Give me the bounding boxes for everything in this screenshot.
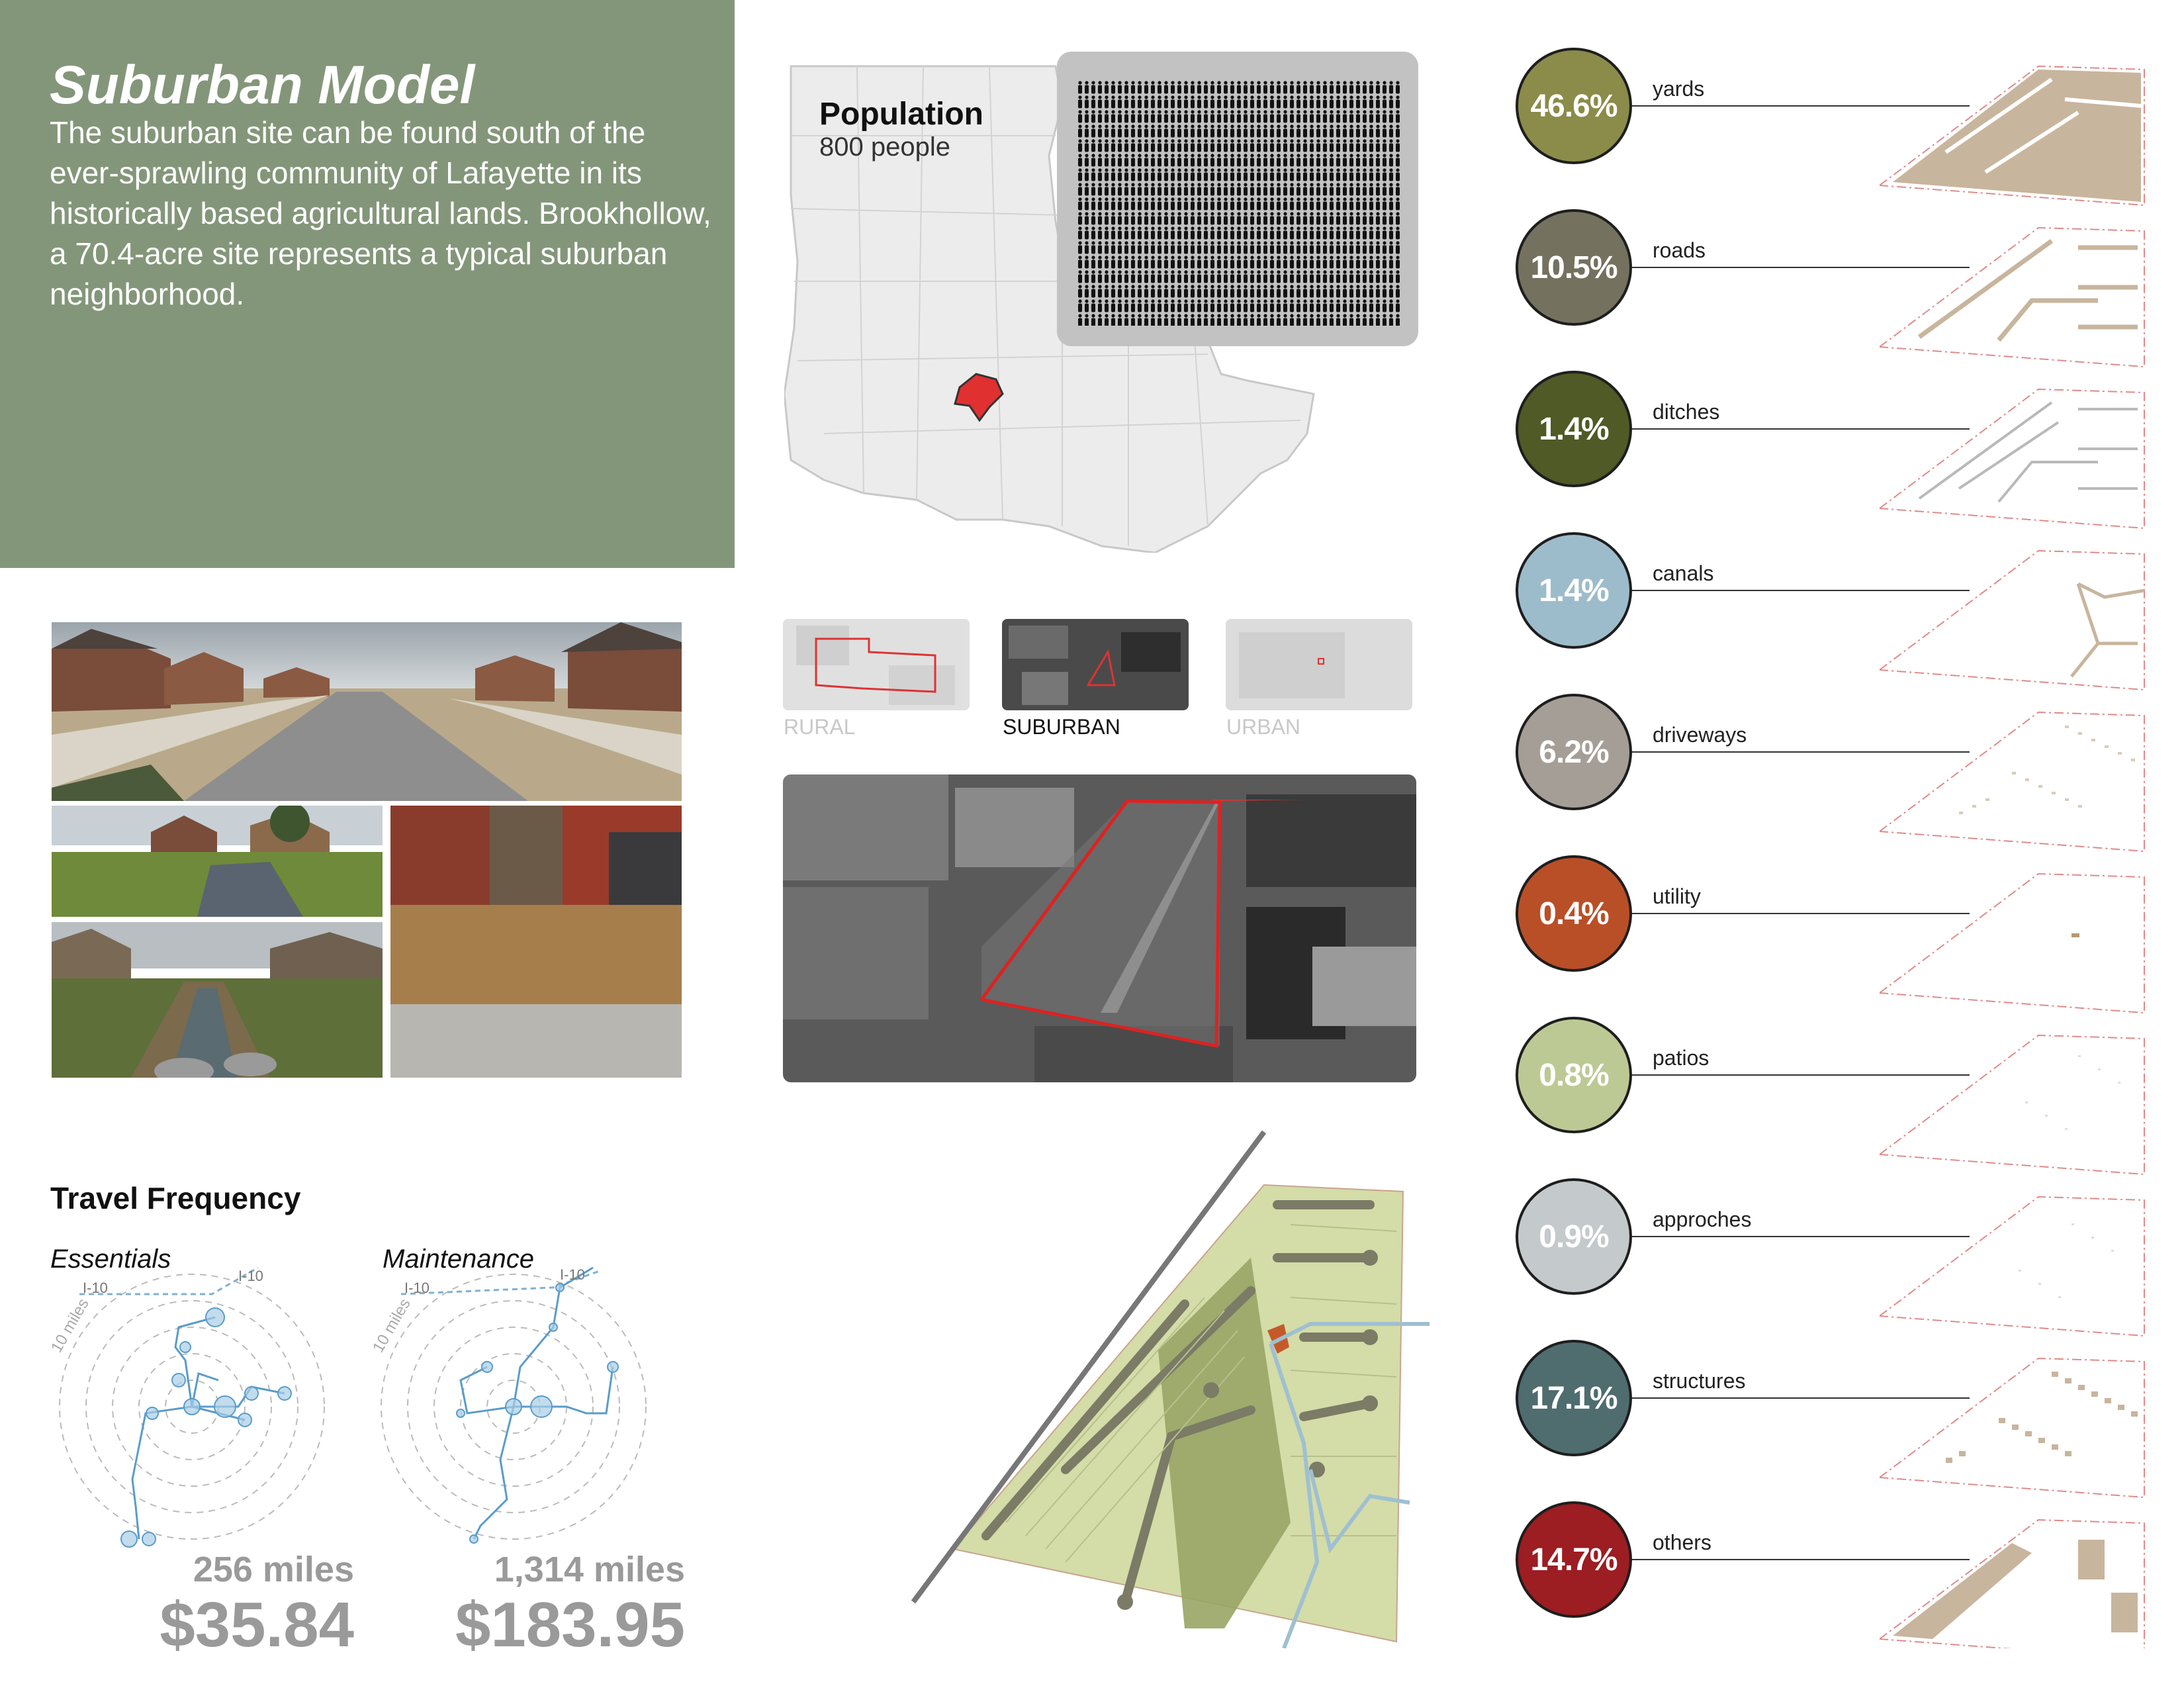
essentials-highway-label-2: I-10: [238, 1268, 263, 1284]
page-title: Suburban Model: [50, 55, 475, 115]
category-percent-circle: 0.4%: [1516, 855, 1632, 972]
maintenance-miles: 1,314 miles: [494, 1550, 685, 1589]
roads-thumbnail: [1880, 227, 2145, 367]
maintenance-label: Maintenance: [383, 1244, 535, 1274]
category-label: utility: [1653, 884, 1701, 908]
essentials-miles: 256 miles: [193, 1550, 354, 1589]
others-thumbnail: [1880, 1519, 2145, 1648]
driveways-thumbnail: [1880, 712, 2145, 852]
maintenance-cost: $183.95: [455, 1589, 685, 1660]
urban-label: URBAN: [1226, 715, 1301, 739]
suburban-label: SUBURBAN: [1003, 715, 1120, 739]
category-label: others: [1653, 1530, 1711, 1554]
category-label: yards: [1653, 77, 1705, 101]
category-leader-line: [1632, 1559, 1970, 1560]
category-percent-circle: 10.5%: [1516, 209, 1632, 326]
category-leader-line: [1632, 1397, 1970, 1399]
category-leader-line: [1632, 105, 1970, 107]
essentials-cost: $35.84: [159, 1589, 354, 1660]
maintenance-highway-label: I-10: [404, 1280, 430, 1296]
category-label: canals: [1653, 561, 1714, 585]
urban-thumbnail[interactable]: [1226, 619, 1412, 710]
essentials-radius-label: 10 miles: [48, 1295, 93, 1356]
essentials-label: Essentials: [50, 1244, 171, 1274]
maintenance-radius-label: 10 miles: [369, 1295, 414, 1356]
yards-thumbnail: [1880, 66, 2145, 206]
category-percent-circle: 1.4%: [1516, 532, 1632, 649]
travel-frequency-title: Travel Frequency: [50, 1181, 301, 1215]
approches-thumbnail: [1880, 1196, 2145, 1336]
category-percent-circle: 14.7%: [1516, 1501, 1632, 1618]
utility-thumbnail: [1880, 873, 2145, 1013]
category-label: roads: [1653, 238, 1706, 262]
category-percent-circle: 0.9%: [1516, 1178, 1632, 1295]
category-leader-line: [1632, 267, 1970, 268]
site-plan: [907, 1125, 1456, 1650]
essentials-radial-chart: I-10 I-10 10 miles: [46, 1261, 338, 1552]
category-percent-circle: 46.6%: [1516, 48, 1632, 164]
category-label: driveways: [1653, 723, 1747, 747]
header-panel: [0, 0, 735, 568]
louisiana-map: [783, 63, 1327, 554]
category-leader-line: [1632, 751, 1970, 753]
category-label: structures: [1653, 1369, 1746, 1393]
aerial-site-photo: [783, 774, 1416, 1082]
canals-thumbnail: [1880, 550, 2145, 690]
ditches-thumbnail: [1880, 389, 2145, 529]
category-label: ditches: [1653, 400, 1720, 424]
patios-thumbnail: [1880, 1035, 2145, 1175]
category-percent-circle: 1.4%: [1516, 371, 1632, 487]
category-leader-line: [1632, 590, 1970, 591]
structures-thumbnail: [1880, 1358, 2145, 1498]
category-percent-circle: 0.8%: [1516, 1017, 1632, 1133]
maintenance-radial-chart: I-10 I-10 10 miles: [368, 1261, 659, 1552]
category-label: approches: [1653, 1207, 1752, 1231]
category-percent-circle: 17.1%: [1516, 1340, 1632, 1456]
category-leader-line: [1632, 428, 1970, 430]
ditch-photo-2: [52, 922, 383, 1078]
rural-label: RURAL: [784, 715, 856, 739]
suburban-thumbnail[interactable]: [1002, 619, 1189, 710]
category-leader-line: [1632, 1074, 1970, 1076]
rural-thumbnail[interactable]: [783, 619, 970, 710]
street-photo: [52, 622, 682, 801]
category-label: patios: [1653, 1046, 1709, 1070]
population-count: 800 people: [819, 132, 950, 162]
yard-photo: [390, 806, 682, 1078]
category-leader-line: [1632, 913, 1970, 914]
category-leader-line: [1632, 1236, 1970, 1237]
site-description: The suburban site can be found south of …: [50, 115, 711, 311]
maintenance-highway-label-2: I-10: [560, 1266, 585, 1283]
essentials-highway-label: I-10: [83, 1280, 108, 1296]
population-title: Population: [819, 97, 983, 132]
population-icon-grid: [1057, 52, 1418, 346]
category-percent-circle: 6.2%: [1516, 694, 1632, 810]
category-plan-thumbnails: [1880, 66, 2145, 1648]
ditch-photo-1: [52, 806, 383, 917]
